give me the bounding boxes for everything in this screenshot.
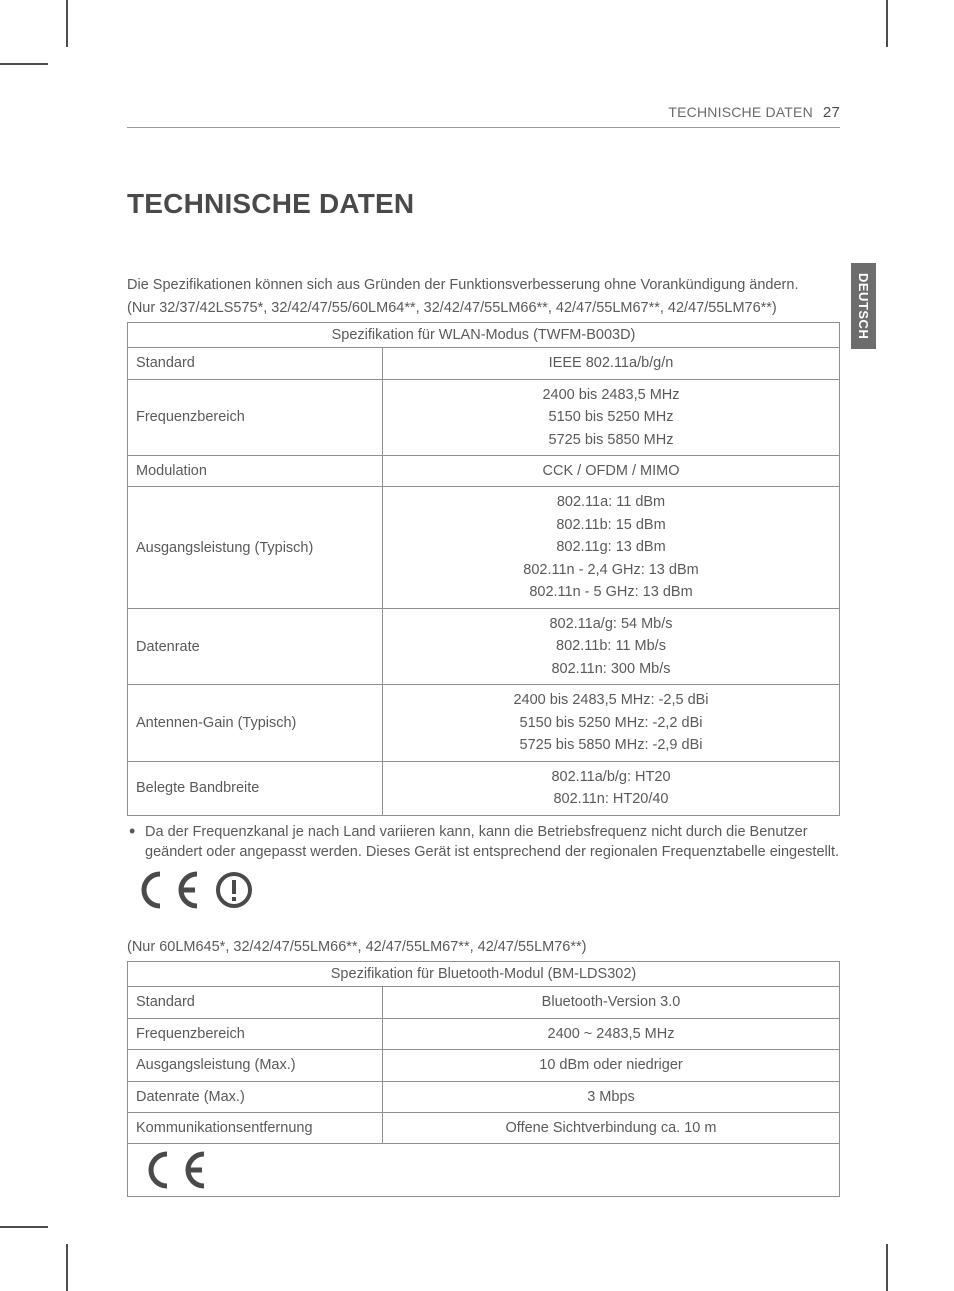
bluetooth-spec-table: Spezifikation für Bluetooth-Modul (BM-LD…: [127, 961, 840, 1197]
spec-value: Offene Sichtverbindung ca. 10 m: [383, 1113, 840, 1144]
ce-mark-cell: [128, 1144, 840, 1197]
wlan-table-caption: Spezifikation für WLAN-Modus (TWFM-B003D…: [128, 323, 840, 348]
spec-value: 3 Mbps: [383, 1081, 840, 1112]
intro-text-3: (Nur 60LM645*, 32/42/47/55LM66**, 42/47/…: [127, 938, 840, 958]
ce-alert-marks: [127, 870, 840, 910]
spec-value: IEEE 802.11a/b/g/n: [383, 348, 840, 379]
spec-label: Modulation: [128, 456, 383, 487]
page-number: 27: [823, 104, 840, 121]
spec-label: Standard: [128, 348, 383, 379]
frequency-note: Da der Frequenzkanal je nach Land variie…: [129, 822, 840, 862]
spec-label: Kommunikationsentfernung: [128, 1113, 383, 1144]
intro-text-1: Die Spezifikationen können sich aus Grün…: [127, 276, 840, 296]
running-header: TECHNISCHE DATEN 27: [127, 104, 840, 128]
spec-label: Datenrate: [128, 608, 383, 684]
spec-label: Standard: [128, 987, 383, 1018]
spec-value: 2400 ~ 2483,5 MHz: [383, 1018, 840, 1049]
spec-value: 802.11a: 11 dBm802.11b: 15 dBm802.11g: 1…: [383, 487, 840, 608]
page-title: TECHNISCHE DATEN: [127, 188, 840, 220]
spec-value: 802.11a/g: 54 Mb/s802.11b: 11 Mb/s802.11…: [383, 608, 840, 684]
bt-table-caption: Spezifikation für Bluetooth-Modul (BM-LD…: [128, 962, 840, 987]
intro-text-2: (Nur 32/37/42LS575*, 32/42/47/55/60LM64*…: [127, 299, 840, 319]
header-section: TECHNISCHE DATEN: [668, 104, 813, 120]
spec-label: Antennen-Gain (Typisch): [128, 685, 383, 761]
spec-label: Ausgangsleistung (Max.): [128, 1050, 383, 1081]
spec-value: Bluetooth-Version 3.0: [383, 987, 840, 1018]
spec-label: Ausgangsleistung (Typisch): [128, 487, 383, 608]
spec-value: 2400 bis 2483,5 MHz: -2,5 dBi5150 bis 52…: [383, 685, 840, 761]
spec-value: 10 dBm oder niedriger: [383, 1050, 840, 1081]
language-tab: DEUTSCH: [851, 263, 876, 349]
spec-value: CCK / OFDM / MIMO: [383, 456, 840, 487]
spec-value: 2400 bis 2483,5 MHz5150 bis 5250 MHz5725…: [383, 379, 840, 455]
spec-label: Belegte Bandbreite: [128, 761, 383, 815]
spec-label: Frequenzbereich: [128, 379, 383, 455]
spec-label: Datenrate (Max.): [128, 1081, 383, 1112]
spec-value: 802.11a/b/g: HT20802.11n: HT20/40: [383, 761, 840, 815]
frequency-note-item: Da der Frequenzkanal je nach Land variie…: [129, 822, 840, 862]
spec-label: Frequenzbereich: [128, 1018, 383, 1049]
wlan-spec-table: Spezifikation für WLAN-Modus (TWFM-B003D…: [127, 322, 840, 815]
